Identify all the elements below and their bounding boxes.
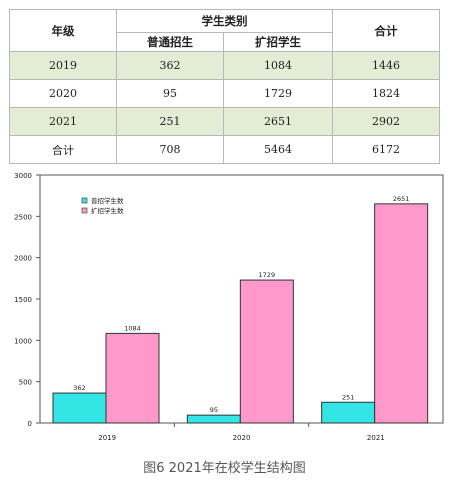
data-label: 2651 bbox=[393, 195, 410, 203]
table-row: 2020 95 1729 1824 bbox=[9, 79, 440, 108]
cell-regular: 362 bbox=[116, 51, 224, 80]
cell-total: 1446 bbox=[332, 51, 440, 80]
cell-year: 2021 bbox=[9, 107, 117, 136]
y-tick-label: 1500 bbox=[14, 296, 32, 304]
x-tick-label: 2020 bbox=[233, 434, 251, 442]
legend-swatch bbox=[81, 207, 88, 214]
y-tick-label: 2000 bbox=[14, 255, 32, 263]
cell-total: 2902 bbox=[332, 107, 440, 136]
cell-expanded: 1729 bbox=[223, 79, 333, 108]
bar-chart: 0 500 1000 1500 2000 2500 3000 362 1084 2019 95 172… bbox=[14, 172, 444, 442]
table-row: 2019 362 1084 1446 bbox=[9, 51, 440, 80]
y-tick-label: 3000 bbox=[14, 172, 32, 180]
legend-label: 普招学生数 bbox=[91, 196, 124, 205]
header-student-category: 学生类别 bbox=[116, 9, 333, 33]
cell-total: 1824 bbox=[332, 79, 440, 108]
y-tick-label: 0 bbox=[28, 420, 32, 428]
table-row-sum: 合计 708 5464 6172 bbox=[9, 135, 440, 164]
y-tick-label: 500 bbox=[19, 379, 32, 387]
data-label: 362 bbox=[73, 384, 85, 392]
data-label: 95 bbox=[210, 406, 218, 414]
cell-sum-regular: 708 bbox=[116, 135, 224, 164]
data-label: 1729 bbox=[259, 271, 276, 279]
cell-sum-expanded: 5464 bbox=[223, 135, 333, 164]
bar-regular bbox=[321, 401, 376, 424]
cell-expanded: 2651 bbox=[223, 107, 333, 136]
x-tick-label: 2021 bbox=[367, 434, 385, 442]
y-tick-label: 1000 bbox=[14, 337, 32, 345]
table-row: 2021 251 2651 2902 bbox=[9, 107, 440, 136]
header-expanded: 扩招学生 bbox=[223, 32, 333, 52]
bar-regular bbox=[52, 392, 107, 424]
bar-expanded bbox=[374, 203, 429, 424]
data-label: 251 bbox=[342, 393, 354, 401]
cell-regular: 95 bbox=[116, 79, 224, 108]
y-tick-label: 2500 bbox=[14, 213, 32, 221]
header-year: 年级 bbox=[9, 9, 117, 52]
legend-swatch bbox=[81, 197, 88, 204]
header-regular: 普通招生 bbox=[116, 32, 224, 52]
cell-sum-label: 合计 bbox=[9, 135, 117, 164]
bar-regular bbox=[186, 414, 241, 424]
bar-expanded bbox=[105, 332, 160, 424]
cell-regular: 251 bbox=[116, 107, 224, 136]
cell-sum-total: 6172 bbox=[332, 135, 440, 164]
data-label: 1084 bbox=[124, 324, 141, 332]
enrollment-table: 年级 学生类别 合计 普通招生 扩招学生 2019 362 1084 1446 … bbox=[9, 9, 440, 164]
cell-year: 2020 bbox=[9, 79, 117, 108]
legend-label: 扩招学生数 bbox=[91, 206, 124, 215]
figure-caption: 图6 2021年在校学生结构图 bbox=[143, 461, 306, 476]
cell-expanded: 1084 bbox=[223, 51, 333, 80]
header-total: 合计 bbox=[332, 9, 440, 52]
x-tick-label: 2019 bbox=[98, 434, 116, 442]
cell-year: 2019 bbox=[9, 51, 117, 80]
bar-expanded bbox=[239, 279, 294, 424]
